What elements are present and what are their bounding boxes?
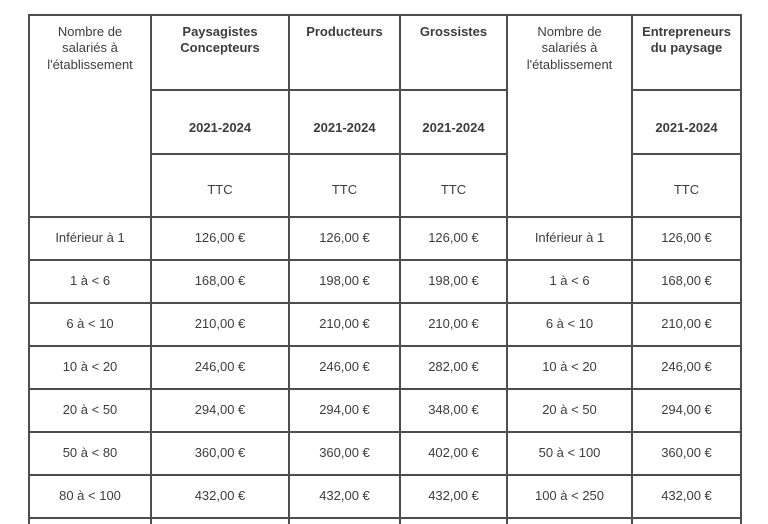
row-label-right-cell: 250 et plus — [506, 517, 633, 524]
paysagistes-price-cell: 468,00 € — [150, 517, 290, 524]
table-header: Nombre de salariés à l'établissement Pay… — [28, 14, 742, 218]
paysagistes-price-cell: 246,00 € — [150, 345, 290, 390]
header-employees-left: Nombre de salariés à l'établissement — [28, 14, 152, 218]
header-grossistes: Grossistes — [399, 14, 508, 91]
period-entrepreneurs: 2021-2024 — [631, 89, 742, 155]
period-grossistes: 2021-2024 — [399, 89, 508, 155]
header-employees-right: Nombre de salariés à l'établissement — [506, 14, 633, 218]
table-row: 1 à < 6 168,00 €198,00 €198,00 €1 à < 6 16… — [28, 259, 742, 304]
row-label-left-cell: 50 à < 80 — [28, 431, 152, 476]
paysagistes-price-cell: 126,00 € — [150, 216, 290, 261]
row-label-left-cell: 10 à < 20 — [28, 345, 152, 390]
table-row: 20 à < 50 294,00 €294,00 €348,00 €20 à < … — [28, 388, 742, 433]
table-row: 100 et plus468,00 €468,00 €468,00 €250 e… — [28, 517, 742, 524]
entrepreneurs-price-cell: 294,00 € — [631, 388, 742, 433]
producteurs-price-cell: 360,00 € — [288, 431, 401, 476]
entrepreneurs-price-cell: 126,00 € — [631, 216, 742, 261]
row-label-left-cell: 80 à < 100 — [28, 474, 152, 519]
table-row: 50 à < 80 360,00 €360,00 €402,00 €50 à < … — [28, 431, 742, 476]
row-label-right-cell: 1 à < 6 — [506, 259, 633, 304]
grossistes-price-cell: 198,00 € — [399, 259, 508, 304]
row-label-right-cell: 10 à < 20 — [506, 345, 633, 390]
producteurs-price-cell: 246,00 € — [288, 345, 401, 390]
paysagistes-price-cell: 210,00 € — [150, 302, 290, 347]
row-label-right-cell: 100 à < 250 — [506, 474, 633, 519]
entrepreneurs-price-cell: 360,00 € — [631, 431, 742, 476]
header-row-tax: TTC TTC TTC TTC — [29, 153, 742, 218]
entrepreneurs-price-cell: 468,00 € — [631, 517, 742, 524]
header-row-categories: Nombre de salariés à l'établissement Pay… — [28, 14, 742, 218]
pricing-table: Nombre de salariés à l'établissement Pay… — [28, 14, 742, 524]
header-paysagistes-concepteurs: Paysagistes Concepteurs — [150, 14, 290, 91]
table-row: 80 à < 100 432,00 €432,00 €432,00 €100 à … — [28, 474, 742, 519]
producteurs-price-cell: 210,00 € — [288, 302, 401, 347]
producteurs-price-cell: 294,00 € — [288, 388, 401, 433]
row-label-right-cell: 20 à < 50 — [506, 388, 633, 433]
grossistes-price-cell: 126,00 € — [399, 216, 508, 261]
period-paysagistes: 2021-2024 — [150, 89, 290, 155]
table-row: Inférieur à 1 126,00 €126,00 €126,00 € Inf… — [28, 216, 742, 261]
header-row-period: 2021-2024 2021-2024 2021-2024 2021-2024 — [29, 89, 742, 155]
entrepreneurs-price-cell: 246,00 € — [631, 345, 742, 390]
table-body: Inférieur à 1 126,00 €126,00 €126,00 € Inf… — [28, 216, 742, 524]
producteurs-price-cell: 468,00 € — [288, 517, 401, 524]
entrepreneurs-price-cell: 168,00 € — [631, 259, 742, 304]
row-label-right-cell: Inférieur à 1 — [506, 216, 633, 261]
grossistes-price-cell: 432,00 € — [399, 474, 508, 519]
paysagistes-price-cell: 168,00 € — [150, 259, 290, 304]
tax-producteurs: TTC — [288, 153, 401, 218]
header-producteurs: Producteurs — [288, 14, 401, 91]
paysagistes-price-cell: 432,00 € — [150, 474, 290, 519]
producteurs-price-cell: 198,00 € — [288, 259, 401, 304]
paysagistes-price-cell: 294,00 € — [150, 388, 290, 433]
row-label-left-cell: 1 à < 6 — [28, 259, 152, 304]
row-label-left-cell: Inférieur à 1 — [28, 216, 152, 261]
grossistes-price-cell: 348,00 € — [399, 388, 508, 433]
row-label-left-cell: 20 à < 50 — [28, 388, 152, 433]
header-entrepreneurs-du-paysage: Entrepreneurs du paysage — [631, 14, 742, 91]
entrepreneurs-price-cell: 432,00 € — [631, 474, 742, 519]
entrepreneurs-price-cell: 210,00 € — [631, 302, 742, 347]
grossistes-price-cell: 402,00 € — [399, 431, 508, 476]
tax-grossistes: TTC — [399, 153, 508, 218]
row-label-left-cell: 100 et plus — [28, 517, 152, 524]
paysagistes-price-cell: 360,00 € — [150, 431, 290, 476]
grossistes-price-cell: 210,00 € — [399, 302, 508, 347]
row-label-left-cell: 6 à < 10 — [28, 302, 152, 347]
table-row: 6 à < 10 210,00 €210,00 €210,00 €6 à < 10… — [28, 302, 742, 347]
tax-paysagistes: TTC — [150, 153, 290, 218]
row-label-right-cell: 6 à < 10 — [506, 302, 633, 347]
grossistes-price-cell: 282,00 € — [399, 345, 508, 390]
producteurs-price-cell: 432,00 € — [288, 474, 401, 519]
row-label-right-cell: 50 à < 100 — [506, 431, 633, 476]
tax-entrepreneurs: TTC — [631, 153, 742, 218]
producteurs-price-cell: 126,00 € — [288, 216, 401, 261]
period-producteurs: 2021-2024 — [288, 89, 401, 155]
table-row: 10 à < 20 246,00 €246,00 €282,00 €10 à < … — [28, 345, 742, 390]
grossistes-price-cell: 468,00 € — [399, 517, 508, 524]
